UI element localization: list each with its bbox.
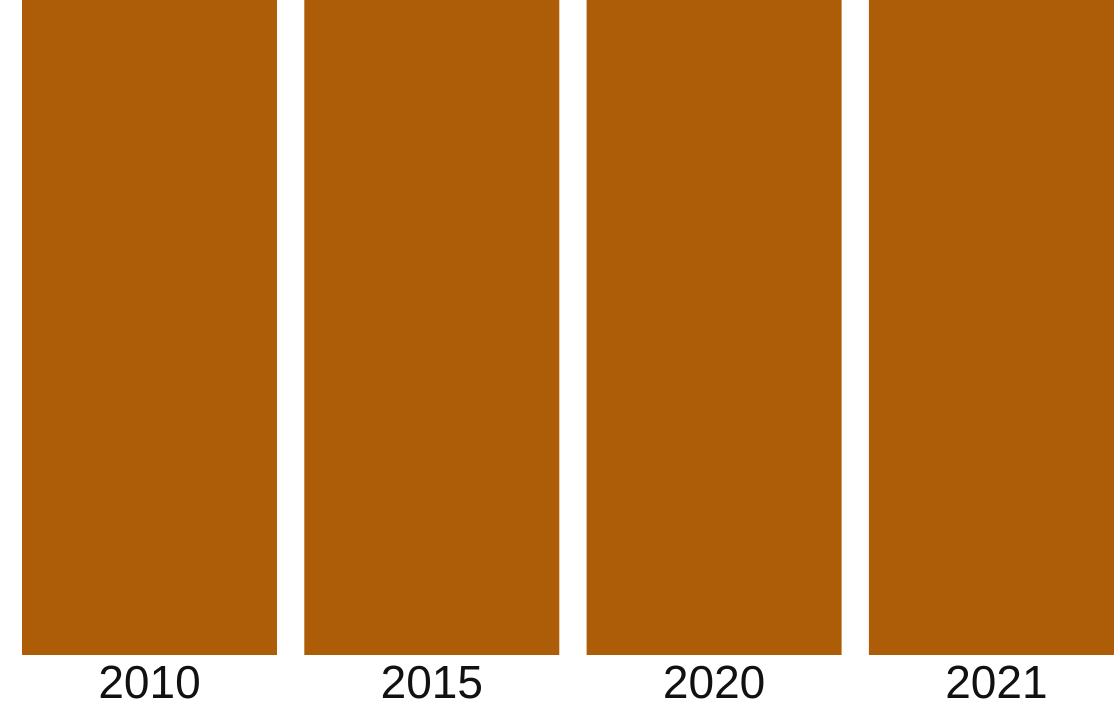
x-tick-label: 2021 bbox=[945, 656, 1047, 708]
bar-segment bbox=[868, 0, 1114, 655]
bar-segment bbox=[586, 0, 842, 655]
bar-segment bbox=[304, 0, 560, 655]
x-tick-label: 2015 bbox=[381, 656, 483, 708]
x-tick-label: 2010 bbox=[98, 656, 200, 708]
bar-segment bbox=[22, 0, 277, 655]
x-tick-label: 2020 bbox=[663, 656, 765, 708]
